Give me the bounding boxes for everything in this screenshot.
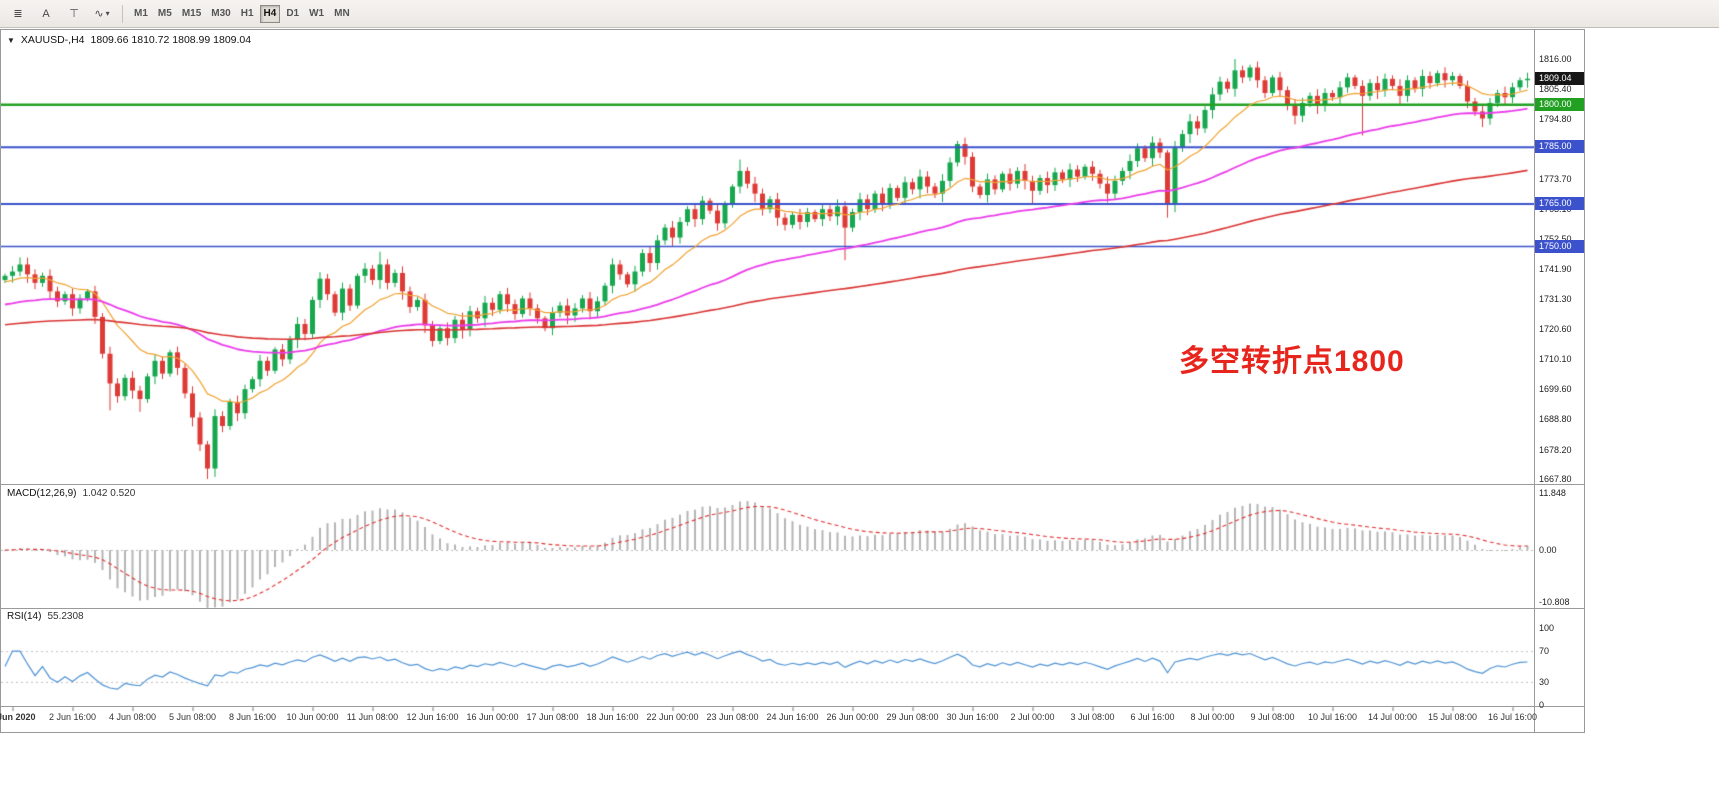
timeframe-button-mn[interactable]: MN [334,8,350,19]
rsi-indicator-label: RSI(14) 55.2308 [7,611,84,622]
ohlc-values: 1809.66 1810.72 1808.99 1809.04 [90,34,252,46]
chart-header: ▼ XAUUSD-,H4 1809.66 1810.72 1808.99 180… [7,34,251,46]
time-axis-label: 5 Jun 08:00 [168,712,217,722]
time-axis-label: 1 Jun 2020 [0,712,36,722]
price-axis-label: 1678.20 [1539,444,1572,455]
rsi-axis-label: 100 [1539,623,1555,633]
time-axis-label: 10 Jul 16:00 [1307,712,1358,722]
price-axis-label: 1752.50 [1539,234,1572,244]
price-axis-label: 1794.80 [1539,114,1572,125]
price-badge: 1750.00 [1535,239,1584,253]
rsi-name: RSI(14) [7,611,42,622]
time-axis-label: 10 Jun 00:00 [286,712,339,722]
time-axis-label: 11 Jun 08:00 [346,712,399,722]
time-axis-label: 24 Jun 16:00 [766,712,819,722]
timeframe-button-m1[interactable]: M1 [134,8,148,19]
charts-icon: ≣ [13,8,23,20]
timeframe-button-m30[interactable]: M30 [211,8,231,19]
time-axis-label: 16 Jul 16:00 [1487,712,1538,722]
macd-axis-label: 0.00 [1539,545,1557,555]
dropdown-caret-icon: ▾ [105,9,110,18]
collapse-icon[interactable]: ▼ [7,35,15,45]
price-axis-label: 1805.40 [1539,84,1572,95]
annotate-button[interactable]: A [33,3,59,25]
toolbar-separator [122,4,123,23]
timeframe-button-m5[interactable]: M5 [157,8,172,19]
price-badge: 1800.00 [1535,97,1584,111]
rsi-pane-separator[interactable] [1,608,1584,609]
template-button[interactable]: ⊤ [61,3,87,25]
time-axis-label: 6 Jul 16:00 [1130,712,1175,722]
price-axis-label: 1731.30 [1539,294,1572,305]
time-axis-label: 8 Jun 16:00 [228,712,277,722]
rsi-axis-label: 0 [1539,700,1545,710]
price-badge: 1809.04 [1535,72,1584,86]
price-axis-label: 1720.60 [1539,324,1572,335]
time-axis-label: 18 Jun 16:00 [586,712,639,722]
macd-axis-label: -10.808 [1539,596,1570,607]
rsi-axis-label: 30 [1539,676,1550,687]
time-axis-label: 3 Jul 08:00 [1070,712,1115,722]
macd-pane-separator[interactable] [1,484,1584,485]
chart-window: ▼ XAUUSD-,H4 1809.66 1810.72 1808.99 180… [0,29,1585,733]
time-axis-label: 17 Jun 08:00 [526,712,579,722]
price-axis-label: 1816.00 [1539,54,1572,64]
price-axis-label: 1699.60 [1539,383,1572,394]
price-badge: 1765.00 [1535,197,1584,211]
time-axis-label: 4 Jun 08:00 [108,712,157,722]
timeframe-button-d1[interactable]: D1 [286,8,300,19]
timeframe-bar: M1 M5 M15 M30 H1 H4 D1 W1 MN [129,4,355,23]
time-axis-label: 23 Jun 08:00 [706,712,759,722]
time-axis-label: 26 Jun 00:00 [826,712,879,722]
time-axis-label: 2 Jun 16:00 [48,712,97,722]
time-axis-label: 2 Jul 00:00 [1010,712,1055,722]
macd-axis-label: 11.848 [1539,488,1566,498]
macd-name: MACD(12,26,9) [7,488,77,499]
timeframe-button-h1[interactable]: H1 [240,8,254,19]
price-axis-separator [1534,30,1535,732]
rsi-current-value: 55.2308 [47,611,84,622]
macd-indicator-label: MACD(12,26,9) 1.042 0.520 [7,488,135,499]
time-axis-label: 15 Jul 08:00 [1427,712,1478,722]
price-axis-label: 1688.80 [1539,414,1572,425]
price-axis-label: 1741.90 [1539,263,1572,274]
indicators-button[interactable]: ∿ ▾ [89,3,115,25]
time-axis-separator [1,706,1584,707]
annotate-icon: A [42,7,50,20]
rsi-axis-label: 70 [1539,646,1550,657]
toolbar-icons: ≣ A ⊤ ∿ ▾ [4,3,116,25]
price-axis-label: 1710.10 [1539,354,1572,365]
charts-button[interactable]: ≣ [5,3,31,25]
toolbar: ≣ A ⊤ ∿ ▾ M1 M5 M15 M30 H1 H4 D1 W1 MN [0,0,1719,28]
time-axis-label: 9 Jul 08:00 [1250,712,1295,722]
chart-annotation: 多空转折点1800 [1179,345,1405,378]
time-axis-label: 30 Jun 16:00 [946,712,999,722]
indicators-icon: ∿ [94,8,104,20]
time-axis-label: 29 Jun 08:00 [886,712,939,722]
price-axis-label: 1667.80 [1539,473,1572,484]
macd-current-values: 1.042 0.520 [82,488,136,499]
time-axis-label: 12 Jun 16:00 [406,712,459,722]
price-chart-canvas[interactable] [1,30,1534,732]
timeframe-button-m15[interactable]: M15 [181,8,202,19]
price-axis-label: 1773.70 [1539,173,1572,184]
symbol-timeframe-label: XAUUSD-,H4 [20,34,85,46]
price-badge: 1785.00 [1535,140,1584,154]
time-axis-label: 16 Jun 00:00 [466,712,519,722]
timeframe-button-h4[interactable]: H4 [259,4,281,23]
time-axis-label: 14 Jul 00:00 [1367,712,1418,722]
timeframe-button-w1[interactable]: W1 [309,8,325,19]
template-icon: ⊤ [69,8,79,20]
time-axis-label: 8 Jul 00:00 [1190,712,1235,722]
time-axis-label: 22 Jun 00:00 [646,712,699,722]
